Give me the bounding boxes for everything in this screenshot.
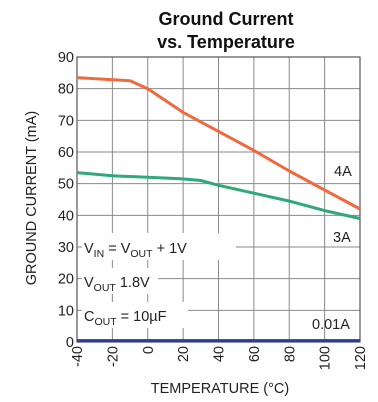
condition-label-background — [82, 302, 188, 328]
condition-label-background — [82, 233, 236, 260]
y-tick-label: 0 — [66, 335, 74, 351]
condition-label-background — [82, 268, 158, 294]
grid — [76, 56, 361, 343]
series-label-4a: 4A — [334, 164, 352, 180]
chart-title-line-1: Ground Current — [159, 9, 294, 29]
chart-title-line-2: vs. Temperature — [157, 32, 295, 52]
x-tick-label: 40 — [212, 346, 228, 362]
y-tick-label: 50 — [58, 177, 74, 193]
y-tick-label: 90 — [58, 50, 74, 66]
y-tick-label: 70 — [58, 113, 74, 129]
x-tick-label: 20 — [176, 346, 192, 362]
y-tick-label: 60 — [58, 145, 74, 161]
x-tick-label: 100 — [318, 346, 334, 370]
series-line-3A — [76, 171, 361, 220]
condition-vin: VIN = VOUT + 1V — [84, 241, 187, 260]
y-axis-label: GROUND CURRENT (mA) — [24, 111, 40, 286]
series-label-3a: 3A — [333, 230, 351, 246]
condition-cout: COUT = 10µF — [84, 309, 167, 328]
x-tick-label: -20 — [105, 346, 121, 367]
series-label-0-01a: 0.01A — [312, 317, 350, 333]
series — [76, 76, 361, 343]
x-tick-label: 60 — [247, 346, 263, 362]
series-line-4A — [76, 76, 361, 211]
condition-vout: VOUT 1.8V — [84, 275, 150, 294]
y-tick-label: 30 — [58, 240, 74, 256]
x-tick-label: 120 — [353, 346, 369, 370]
x-tick-label: 0 — [141, 346, 157, 354]
y-tick-label: 10 — [58, 303, 74, 319]
x-tick-labels: -40 -20 0 20 40 60 80 100 120 — [70, 346, 369, 370]
y-tick-label: 80 — [58, 82, 74, 98]
y-tick-labels: 0 10 20 30 40 50 60 70 80 90 — [58, 50, 74, 351]
x-axis-label: TEMPERATURE (°C) — [151, 381, 289, 397]
y-tick-label: 20 — [58, 272, 74, 288]
x-tick-label: -40 — [70, 346, 86, 367]
y-tick-label: 40 — [58, 208, 74, 224]
x-tick-label: 80 — [282, 346, 298, 362]
